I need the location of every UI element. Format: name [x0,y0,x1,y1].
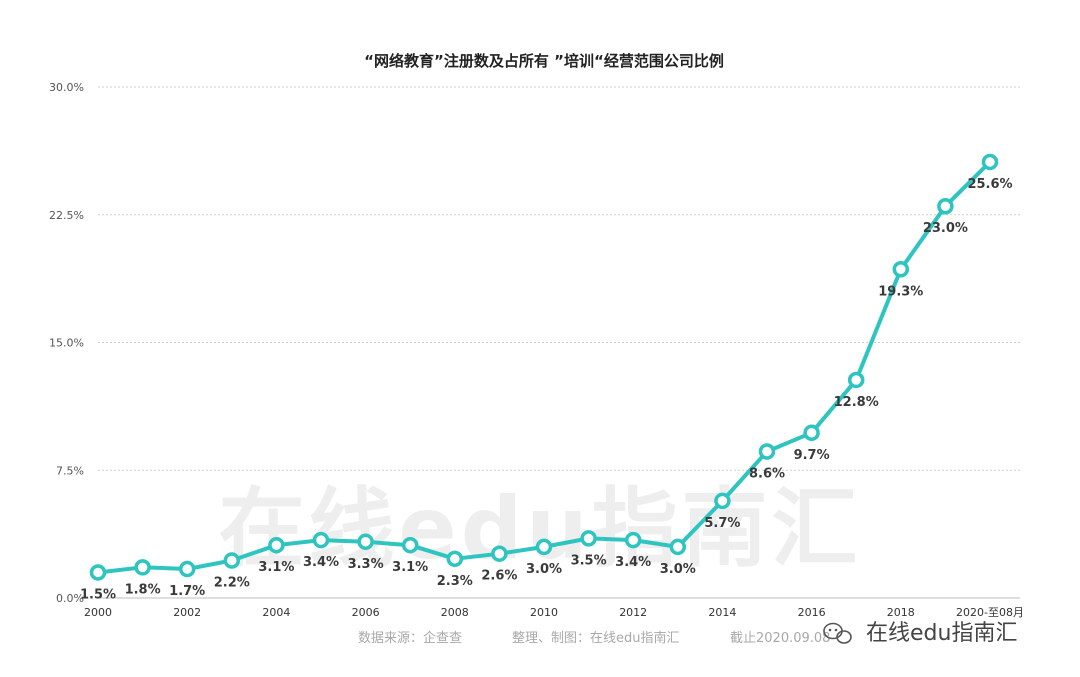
data-point [803,424,820,442]
data-point [937,197,954,215]
data-label: 9.7% [794,448,830,463]
data-point [892,261,910,278]
x-tick-label: 2004 [262,606,290,619]
y-tick-label: 22.5% [49,209,84,222]
data-labels: 1.5% 1.8% 1.7% 2.2% 3.1% 3.4% 3.3% 3.1% 2.3% 2.6%… [80,177,1013,603]
data-label: 3.1% [258,560,294,575]
data-label: 3.4% [303,555,339,570]
data-label: 3.0% [526,562,562,577]
y-axis-ticks: 0.0% 7.5% 15.0% 22.5% 30.0% [49,81,84,605]
x-tick-label: 2010 [530,606,558,619]
data-point [134,559,151,576]
x-tick-label: 2012 [619,606,647,619]
data-label: 25.6% [967,177,1012,192]
data-point [223,552,241,569]
x-tick-label: 2014 [708,606,736,619]
data-label: 2.2% [214,576,250,591]
data-label: 3.4% [615,555,651,570]
data-label: 2.6% [481,569,517,584]
x-tick-label: 2006 [352,606,380,619]
chart-title: “网络教育”注册数及占所有 ”培训“经营范围公司比例 [364,52,724,70]
data-points [89,153,999,581]
data-point [981,153,999,171]
data-point [178,560,196,578]
data-label: 1.5% [80,587,116,602]
x-tick-label: 2018 [887,606,915,619]
footer-compiled: 整理、制图：在线edu指南汇 [512,630,680,646]
data-label: 3.1% [392,560,428,575]
data-point [312,531,330,549]
data-point [624,531,642,549]
data-label: 12.8% [834,395,879,410]
data-point [89,564,107,581]
x-tick-label: 2000 [84,606,112,619]
x-tick-label: 2008 [441,606,469,619]
y-tick-label: 7.5% [56,464,84,477]
x-axis-ticks: 2000 2002 2004 2006 2008 2010 2012 2014 2016 2018… [84,606,1024,619]
footer-source: 数据来源：企查查 [358,630,462,646]
data-label: 2.3% [437,574,473,589]
data-point [401,536,419,554]
y-tick-label: 0.0% [56,592,84,605]
data-point [847,371,865,389]
data-point [357,533,374,551]
data-label: 3.5% [571,553,607,568]
footer-cutoff: 截止2020.09.08 [730,631,830,646]
data-label: 1.8% [125,582,161,597]
data-point [491,545,508,562]
data-label: 19.3% [878,284,923,299]
x-tick-label: 2016 [798,606,826,619]
data-point [446,550,464,568]
watermark-text: 在线edu指南汇 [218,479,861,579]
wechat-icon [823,622,852,644]
x-tick-label: 2020-至08月 [956,606,1024,619]
brand-name: 在线edu指南汇 [866,621,1017,646]
data-point [580,530,597,547]
data-label: 8.6% [749,467,785,482]
data-point [758,443,776,460]
gridlines [98,86,1020,599]
y-tick-label: 30.0% [49,81,84,94]
data-label: 3.3% [348,557,384,572]
data-point [535,538,553,556]
data-label: 3.0% [660,562,696,577]
data-label: 23.0% [923,221,968,236]
data-point [714,492,731,510]
x-tick-label: 2002 [173,606,201,619]
data-label: 1.7% [169,584,205,599]
y-tick-label: 15.0% [49,337,84,350]
data-label: 5.7% [704,516,740,531]
data-point [669,538,687,556]
data-point [268,536,285,554]
